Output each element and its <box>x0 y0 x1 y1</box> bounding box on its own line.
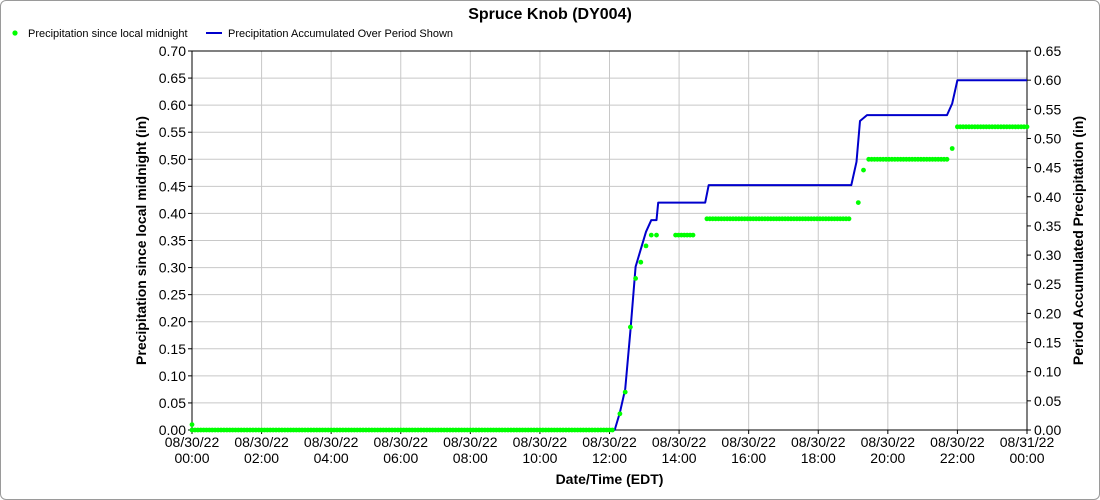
x-tick-label-time: 20:00 <box>870 450 905 466</box>
x-tick-label-date: 08/31/22 <box>1000 434 1055 450</box>
x-tick-label-time: 12:00 <box>592 450 627 466</box>
x-tick-label-time: 14:00 <box>662 450 697 466</box>
y-tick-label-right: 0.40 <box>1034 189 1061 205</box>
y-tick-label-left: 0.05 <box>159 395 186 411</box>
accumulated-precip-line <box>192 79 1027 431</box>
y-tick-label-right: 0.35 <box>1034 218 1061 234</box>
x-tick-label-time: 02:00 <box>244 450 279 466</box>
precip-point <box>944 156 950 162</box>
precip-point <box>861 167 866 173</box>
y-tick-label-right: 0.25 <box>1034 276 1061 292</box>
x-axis-title: Date/Time (EDT) <box>556 471 664 487</box>
y-tick-label-left: 0.55 <box>159 124 186 140</box>
precip-point <box>610 427 615 433</box>
y-tick-label-left: 0.20 <box>159 314 186 330</box>
precip-point <box>617 411 623 417</box>
series-since-midnight-points <box>189 124 1030 433</box>
precip-point <box>1024 124 1030 130</box>
y-tick-label-left: 0.30 <box>159 260 186 276</box>
precip-point <box>949 146 955 151</box>
precip-point <box>846 216 852 222</box>
y-tick-label-left: 0.45 <box>159 178 186 194</box>
y-tick-label-left: 0.60 <box>159 97 186 113</box>
x-tick-label-date: 08/30/22 <box>165 434 220 450</box>
x-tick-label-time: 04:00 <box>314 450 349 466</box>
legend-label-line: Precipitation Accumulated Over Period Sh… <box>228 28 453 40</box>
x-tick-label-date: 08/30/22 <box>513 434 568 450</box>
legend: Precipitation since local midnight Preci… <box>12 28 453 40</box>
x-tick-label-date: 08/30/22 <box>652 434 707 450</box>
y-tick-label-left: 0.40 <box>159 205 186 221</box>
precip-point <box>654 232 659 238</box>
y-tick-label-right: 0.00 <box>1034 422 1061 438</box>
precip-point <box>633 276 638 281</box>
y-tick-label-left: 0.35 <box>159 233 186 249</box>
precip-point <box>628 324 633 330</box>
y-tick-label-right: 0.55 <box>1034 101 1061 117</box>
y-tick-label-left: 0.50 <box>159 151 186 167</box>
y-tick-label-left: 0.65 <box>159 70 186 86</box>
precip-point <box>638 259 644 265</box>
precip-point <box>690 232 696 238</box>
y-tick-label-right: 0.45 <box>1034 160 1061 176</box>
x-tick-label-date: 08/30/22 <box>304 434 359 450</box>
y-tick-label-right: 0.65 <box>1034 43 1061 59</box>
y-tick-label-right: 0.20 <box>1034 305 1061 321</box>
x-tick-label-time: 00:00 <box>1009 450 1044 466</box>
y-tick-label-right: 0.30 <box>1034 247 1061 263</box>
precip-point <box>643 243 649 249</box>
precip-point <box>855 200 861 206</box>
x-tick-label-time: 16:00 <box>731 450 766 466</box>
y-tick-label-left: 0.70 <box>159 43 186 59</box>
y-tick-label-right: 0.60 <box>1034 72 1061 88</box>
axis-ticks: 0.00 0.05 0.10 0.15 0.20 0.25 0.30 0.35 0.40 0.45… <box>159 43 1062 466</box>
x-tick-label-date: 08/30/22 <box>930 434 985 450</box>
y-tick-label-right: 0.15 <box>1034 335 1061 351</box>
legend-label-points: Precipitation since local midnight <box>28 28 188 40</box>
y-tick-label-right: 0.10 <box>1034 364 1061 380</box>
x-tick-label-date: 08/30/22 <box>861 434 916 450</box>
x-tick-label-date: 08/30/22 <box>582 434 637 450</box>
x-tick-label-date: 08/30/22 <box>374 434 429 450</box>
y-axis-title-left: Precipitation since local midnight (in) <box>133 116 149 365</box>
legend-marker-points <box>12 30 18 36</box>
y-tick-label-right: 0.05 <box>1034 393 1061 409</box>
y-tick-label-left: 0.10 <box>159 368 186 384</box>
y-axis-title-right: Period Accumulated Precipitation (in) <box>1070 116 1086 365</box>
x-tick-label-time: 00:00 <box>174 450 209 466</box>
x-tick-label-date: 08/30/22 <box>234 434 289 450</box>
chart-title: Spruce Knob (DY004) <box>468 6 632 23</box>
precip-point <box>648 232 654 238</box>
precip-point <box>622 389 628 395</box>
x-tick-label-time: 22:00 <box>940 450 975 466</box>
y-tick-label-left: 0.00 <box>159 422 186 438</box>
grid <box>191 50 1028 431</box>
x-tick-label-time: 18:00 <box>801 450 836 466</box>
x-tick-label-date: 08/30/22 <box>791 434 846 450</box>
y-tick-label-left: 0.25 <box>159 287 186 303</box>
precip-point <box>189 422 195 427</box>
x-tick-label-date: 08/30/22 <box>443 434 498 450</box>
y-tick-label-right: 0.50 <box>1034 130 1061 146</box>
y-tick-label-left: 0.15 <box>159 341 186 357</box>
x-tick-label-time: 06:00 <box>383 450 418 466</box>
x-tick-label-date: 08/30/22 <box>721 434 776 450</box>
x-tick-label-time: 10:00 <box>522 450 557 466</box>
series-accumulated-line <box>192 79 1027 431</box>
x-tick-label-time: 08:00 <box>453 450 488 466</box>
